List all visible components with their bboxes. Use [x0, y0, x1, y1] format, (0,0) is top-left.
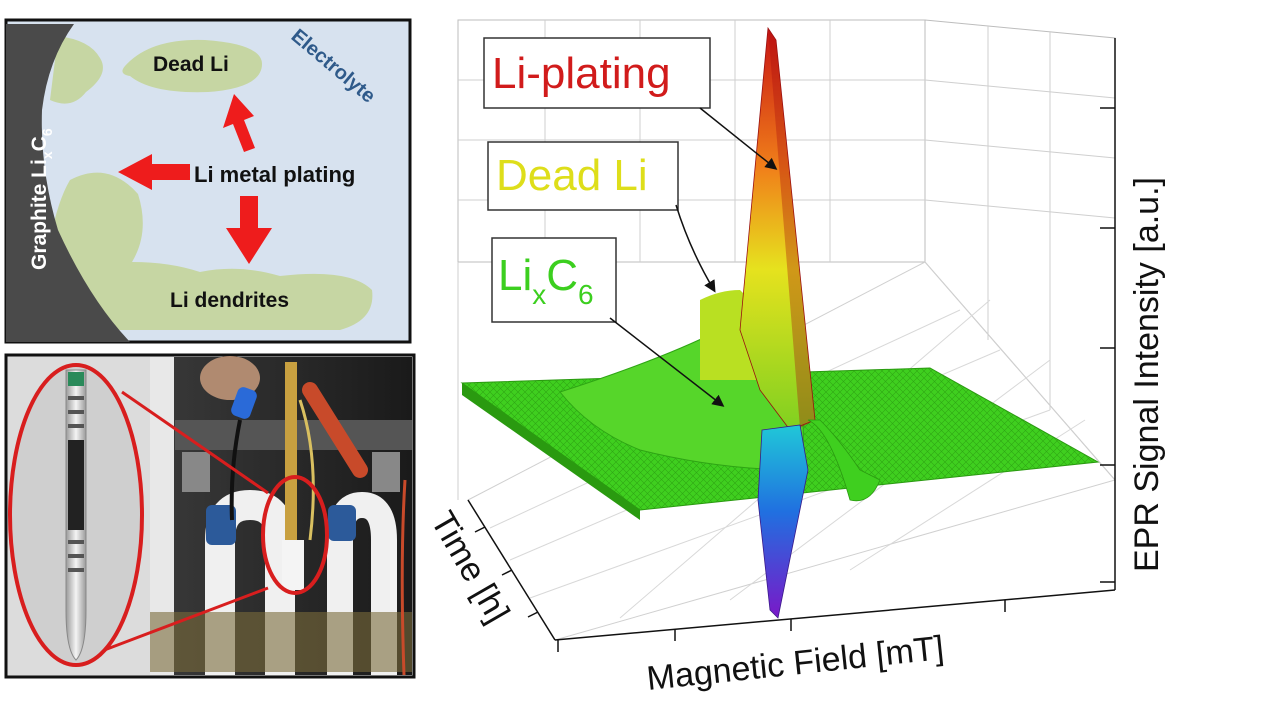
epr-plot: Magnetic Field [mT] Time [h] EPR Signal … [423, 19, 1166, 698]
zoom-circle-cell [261, 475, 329, 595]
zoom-line-bottom [77, 586, 269, 662]
x-axis [554, 589, 1116, 641]
li-plating-callout: Li-plating [483, 37, 778, 170]
li-plating-label: Li-plating [492, 49, 671, 98]
photo-panel [4, 353, 416, 679]
dead-li-deposit [122, 39, 262, 93]
upper-deposit [50, 36, 103, 104]
negative-trough [757, 424, 809, 619]
surface-front-edge [462, 383, 640, 520]
x-axis-label: Magnetic Field [mT] [645, 629, 946, 698]
svg-text:Graphite LixC6: Graphite LixC6 [28, 128, 55, 270]
dead-li-callout: Dead Li [487, 141, 716, 293]
lixc6-callout: LixC6 [491, 237, 725, 407]
arrow-up-icon [223, 94, 255, 152]
arrow-down-icon [226, 196, 272, 264]
dead-li-plot-label: Dead Li [496, 151, 648, 200]
y-axis-label: Time [h] [423, 505, 517, 629]
graphite-label: Graphite LixC6 [28, 128, 55, 270]
dead-li-label: Dead Li [153, 53, 229, 76]
plating-label: Li metal plating [194, 162, 355, 187]
z-axis-label: EPR Signal Intensity [a.u.] [1128, 177, 1166, 572]
zoom-line-top [121, 390, 269, 495]
schematic-panel: Graphite LixC6 Dead Li Electrolyte Li me… [4, 18, 412, 344]
lixc6-label: LixC6 [498, 251, 594, 310]
arrow-left-icon [118, 154, 190, 190]
graphite-electrode [6, 24, 130, 342]
dendrite-deposit [46, 172, 373, 330]
dendrites-label: Li dendrites [170, 289, 289, 312]
